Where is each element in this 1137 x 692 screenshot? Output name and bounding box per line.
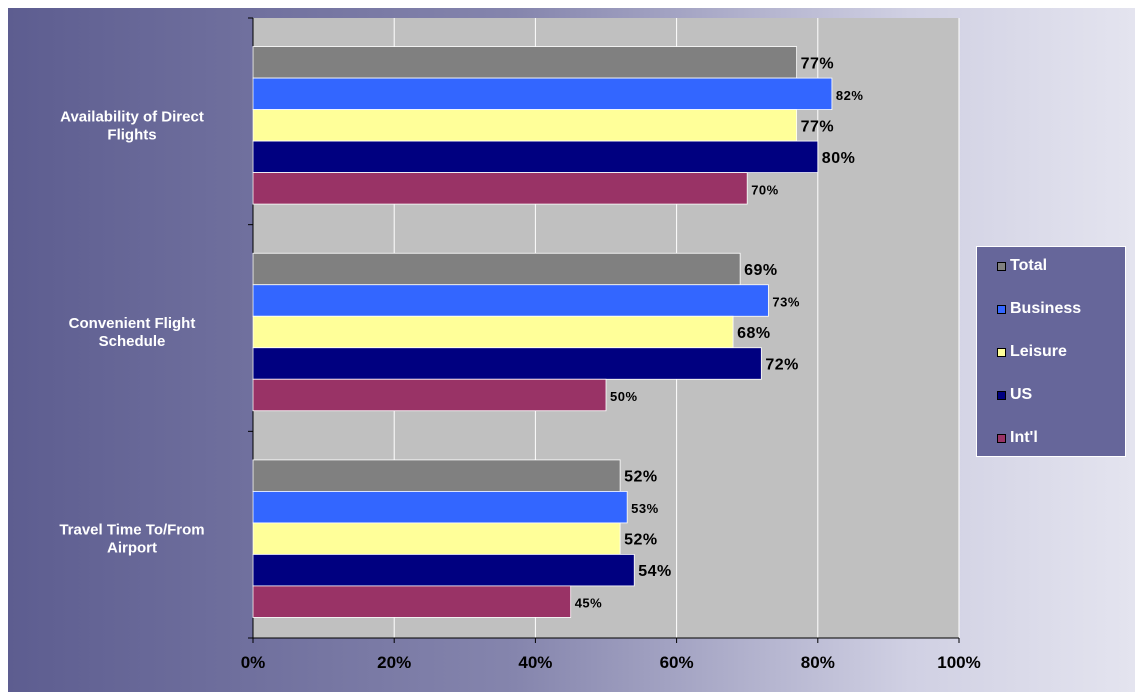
data-label: 45% xyxy=(575,596,603,611)
x-tick-label: 40% xyxy=(518,653,552,672)
legend-item: Int'l xyxy=(997,427,1038,449)
bar xyxy=(252,109,798,142)
category-label: Convenient Flight Schedule xyxy=(69,315,196,350)
bar xyxy=(252,459,621,492)
bar xyxy=(252,315,734,349)
bar xyxy=(252,491,628,524)
bar xyxy=(252,252,741,286)
data-label: 73% xyxy=(772,295,800,310)
legend-item: Business xyxy=(997,298,1081,320)
category-label: Availability of Direct Flights xyxy=(60,108,204,143)
legend-label: Leisure xyxy=(1010,343,1067,360)
x-tick-label: 100% xyxy=(937,653,980,672)
legend-swatch xyxy=(997,433,1006,443)
bar xyxy=(252,46,798,79)
data-label: 52% xyxy=(624,532,658,549)
bar xyxy=(252,172,748,205)
bar xyxy=(252,522,621,555)
data-label: 77% xyxy=(801,118,835,135)
bar xyxy=(252,140,819,173)
x-tick-label: 60% xyxy=(660,653,694,672)
legend-swatch xyxy=(997,261,1006,271)
legend-swatch xyxy=(997,347,1006,357)
data-label: 77% xyxy=(801,55,835,72)
x-tick-label: 80% xyxy=(801,653,835,672)
legend-swatch xyxy=(997,304,1006,314)
bar xyxy=(252,554,635,587)
data-label: 68% xyxy=(737,325,771,342)
data-label: 50% xyxy=(610,389,638,404)
bar xyxy=(252,77,833,110)
x-tick-label: 0% xyxy=(241,653,266,672)
data-label: 54% xyxy=(638,563,672,580)
legend-swatch xyxy=(997,390,1006,400)
data-label: 70% xyxy=(751,182,779,197)
bar xyxy=(252,347,762,380)
legend: Total Business Leisure US Int'l xyxy=(976,246,1126,457)
data-label: 52% xyxy=(624,469,658,486)
legend-label: Business xyxy=(1010,300,1082,317)
data-label: 69% xyxy=(744,262,778,279)
data-label: 80% xyxy=(822,150,856,167)
legend-item: Leisure xyxy=(997,341,1067,363)
legend-label: Total xyxy=(1010,257,1048,274)
bar xyxy=(252,585,572,618)
legend-item: Total xyxy=(997,255,1047,277)
data-label: 72% xyxy=(765,357,799,374)
legend-item: US xyxy=(997,384,1032,406)
legend-label: US xyxy=(1010,386,1033,403)
data-label: 82% xyxy=(836,88,864,103)
bar xyxy=(252,284,769,317)
data-label: 53% xyxy=(631,501,659,516)
category-label: Travel Time To/From Airport xyxy=(59,522,204,557)
bar xyxy=(252,378,607,412)
x-tick-label: 20% xyxy=(377,653,411,672)
legend-label: Int'l xyxy=(1010,429,1038,446)
